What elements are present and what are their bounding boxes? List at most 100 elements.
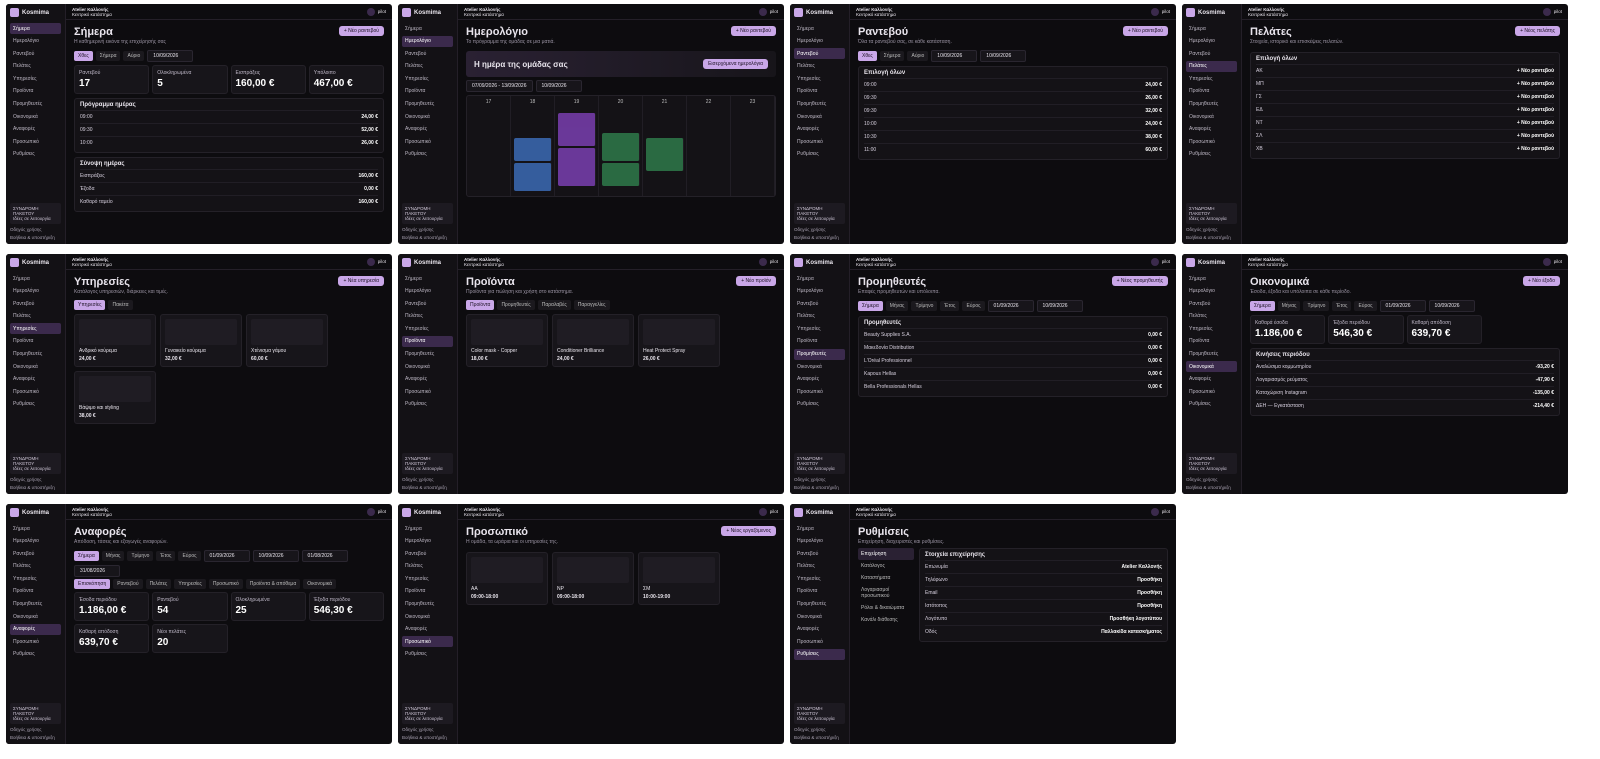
nav-item[interactable]: Προϊόντα — [13, 588, 34, 595]
period-tab[interactable]: Σήμερα — [858, 301, 883, 311]
nav-item[interactable]: Προμηθευτές — [13, 601, 43, 608]
nav-item[interactable]: Ραντεβού — [405, 50, 427, 57]
nav-item[interactable]: Οικονομικά — [1186, 361, 1237, 373]
list-row[interactable]: Καταχώριση Instagram -135,00 € — [1256, 386, 1554, 399]
primary-button[interactable]: + Νέο προϊόν — [736, 276, 776, 286]
nav-item[interactable]: Προμηθευτές — [797, 101, 827, 108]
nav-item[interactable]: Ραντεβού — [405, 300, 427, 307]
period-tab[interactable]: Εύρος — [178, 551, 201, 561]
nav-item[interactable]: Σήμερα — [1189, 25, 1206, 32]
list-row[interactable]: Καθαρό ταμείο 160,00 € — [80, 195, 378, 208]
report-tab[interactable]: Ραντεβού — [113, 579, 143, 589]
nav-item[interactable]: Υπηρεσίες — [13, 575, 37, 582]
nav-item[interactable]: Πελάτες — [13, 563, 31, 570]
nav-item[interactable]: Σήμερα — [1189, 275, 1206, 282]
primary-button[interactable]: + Νέος πελάτης — [1515, 26, 1560, 36]
nav-item[interactable]: Ρυθμίσεις — [405, 401, 427, 408]
branch-name[interactable]: Κεντρικό κατάστημα — [464, 511, 504, 517]
nav-item[interactable]: Ραντεβού — [405, 550, 427, 557]
nav-item[interactable]: Ρυθμίσεις — [1189, 151, 1211, 158]
list-row[interactable]: Ιστότοπος Προσθήκη — [925, 599, 1162, 612]
nav-item[interactable]: Προσωπικό — [797, 638, 823, 645]
nav-item[interactable]: Υπηρεσίες — [405, 575, 429, 582]
period-tab[interactable]: Χθες — [858, 51, 877, 61]
nav-item[interactable]: Ραντεβού — [1189, 300, 1211, 307]
nav-item[interactable]: Οικονομικά — [797, 113, 822, 120]
user-menu[interactable]: pilot — [1542, 7, 1562, 16]
nav-item[interactable]: Ημερολόγιο — [13, 288, 39, 295]
nav-item[interactable]: Προμηθευτές — [405, 601, 435, 608]
calendar-event[interactable] — [602, 133, 641, 161]
nav-item[interactable]: Πελάτες — [797, 563, 815, 570]
nav-item[interactable]: Αναφορές — [1189, 126, 1212, 133]
nav-item[interactable]: Πελάτες — [13, 313, 31, 320]
list-row[interactable]: Μακεδονία Distribution 0,00 € — [864, 341, 1162, 354]
nav-item[interactable]: Ραντεβού — [797, 550, 819, 557]
nav-item[interactable]: Ημερολόγιο — [13, 38, 39, 45]
item-card[interactable]: ΝΡ 09:00-18:00 — [552, 552, 634, 605]
nav-item[interactable]: Ρυθμίσεις — [13, 151, 35, 158]
guide-link[interactable]: Οδηγός χρήσης — [794, 727, 826, 732]
nav-item[interactable]: Υπηρεσίες — [405, 325, 429, 332]
primary-button[interactable]: + Νέο έξοδο — [1523, 276, 1560, 286]
list-row[interactable]: L'Oréal Professionnel 0,00 € — [864, 354, 1162, 367]
primary-button[interactable]: + Νέα υπηρεσία — [338, 276, 384, 286]
nav-item[interactable]: Ραντεβού — [13, 300, 35, 307]
nav-item[interactable]: Πελάτες — [405, 563, 423, 570]
report-tab[interactable]: Προσωπικό — [208, 579, 243, 589]
nav-item[interactable]: Προϊόντα — [402, 335, 453, 347]
nav-item[interactable]: Οικονομικά — [1189, 113, 1214, 120]
nav-item[interactable]: Σήμερα — [797, 525, 814, 532]
user-menu[interactable]: pilot — [758, 257, 778, 266]
branch-name[interactable]: Κεντρικό κατάστημα — [1248, 261, 1288, 267]
nav-item[interactable]: Υπηρεσίες — [797, 325, 821, 332]
support-link[interactable]: Βοήθεια & υποστήριξη — [402, 235, 447, 240]
guide-link[interactable]: Οδηγός χρήσης — [402, 477, 434, 482]
list-row[interactable]: Kapous Hellas 0,00 € — [864, 367, 1162, 380]
nav-item[interactable]: Προμηθευτές — [794, 348, 845, 360]
nav-item[interactable]: Προσωπικό — [405, 388, 431, 395]
list-row[interactable]: 09:00 24,00 € — [80, 110, 378, 123]
list-row[interactable]: Αναλώσιμα κομμωτηρίου -93,20 € — [1256, 360, 1554, 373]
calendar-event[interactable] — [646, 138, 685, 171]
nav-item[interactable]: Προϊόντα — [1189, 88, 1210, 95]
nav-item[interactable]: Προσωπικό — [1189, 388, 1215, 395]
nav-item[interactable]: Ημερολόγιο — [797, 288, 823, 295]
support-link[interactable]: Βοήθεια & υποστήριξη — [402, 485, 447, 490]
calendar-event[interactable] — [514, 138, 553, 161]
list-row[interactable]: 10:00 26,00 € — [80, 136, 378, 149]
period-tab[interactable]: Υπηρεσίες — [74, 300, 106, 310]
nav-item[interactable]: Προσωπικό — [13, 388, 39, 395]
item-card[interactable]: Heat Protect Spray 26,00 € — [638, 314, 720, 367]
list-row[interactable]: Έξοδα 0,00 € — [80, 182, 378, 195]
guide-link[interactable]: Οδηγός χρήσης — [1186, 227, 1218, 232]
date-field[interactable]: 10/09/2026 — [252, 550, 299, 562]
nav-item[interactable]: Ημερολόγιο — [1189, 288, 1215, 295]
guide-link[interactable]: Οδηγός χρήσης — [10, 727, 42, 732]
support-link[interactable]: Βοήθεια & υποστήριξη — [10, 735, 55, 740]
nav-item[interactable]: Υπηρεσίες — [797, 75, 821, 82]
user-menu[interactable]: pilot — [1150, 507, 1170, 516]
date-field[interactable]: 10/09/2026 — [1036, 300, 1083, 312]
period-tab[interactable]: Παραλαβές — [537, 300, 571, 310]
nav-item[interactable]: Υπηρεσίες — [13, 75, 37, 82]
guide-link[interactable]: Οδηγός χρήσης — [402, 727, 434, 732]
date-field[interactable]: 01/09/2026 — [203, 550, 250, 562]
nav-item[interactable]: Αναφορές — [405, 126, 428, 133]
nav-item[interactable]: Πελάτες — [405, 63, 423, 70]
primary-button[interactable]: + Νέο ραντεβού — [730, 26, 776, 36]
nav-item[interactable]: Σήμερα — [13, 275, 30, 282]
nav-item[interactable]: Πελάτες — [1186, 60, 1237, 72]
branch-name[interactable]: Κεντρικό κατάστημα — [464, 261, 504, 267]
guide-link[interactable]: Οδηγός χρήσης — [794, 477, 826, 482]
support-link[interactable]: Βοήθεια & υποστήριξη — [794, 485, 839, 490]
nav-item[interactable]: Προϊόντα — [405, 88, 426, 95]
user-menu[interactable]: pilot — [366, 507, 386, 516]
primary-button[interactable]: + Νέος εργαζόμενος — [721, 526, 776, 536]
nav-item[interactable]: Ημερολόγιο — [797, 538, 823, 545]
nav-item[interactable]: Αναφορές — [405, 626, 428, 633]
period-tab[interactable]: Έτος — [1332, 301, 1352, 311]
nav-item[interactable]: Σήμερα — [405, 25, 422, 32]
branch-name[interactable]: Κεντρικό κατάστημα — [72, 511, 112, 517]
period-tab[interactable]: Τρίμηνο — [1303, 301, 1330, 311]
